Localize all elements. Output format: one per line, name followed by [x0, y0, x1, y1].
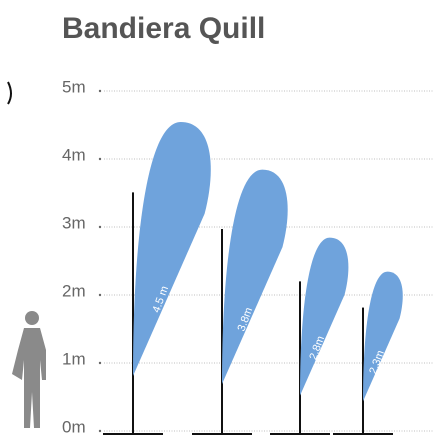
y-tick-label: 4m — [62, 145, 86, 164]
tick-dot — [99, 226, 101, 228]
tick-dot — [99, 90, 101, 92]
y-tick-label: 3m — [62, 213, 86, 232]
y-tick-label: 1m — [62, 349, 86, 368]
tick-dot — [99, 362, 101, 364]
y-tick-label: 5m — [62, 77, 86, 96]
person-silhouette — [12, 311, 46, 428]
chart: Bandiera Quill 0m1m2m3m4m5m4.5 m3.8m2.8m… — [0, 0, 434, 436]
y-tick-label: 0m — [62, 417, 86, 436]
decoration — [8, 82, 11, 104]
chart-title: Bandiera Quill — [62, 12, 265, 45]
flag — [133, 122, 211, 376]
flag — [363, 272, 403, 402]
flag — [300, 238, 348, 396]
tick-dot — [99, 158, 101, 160]
tick-dot — [99, 294, 101, 296]
tick-dot — [99, 430, 101, 432]
flag — [222, 170, 288, 384]
y-tick-label: 2m — [62, 281, 86, 300]
page: Bandiera Quill 0m1m2m3m4m5m4.5 m3.8m2.8m… — [0, 0, 434, 436]
